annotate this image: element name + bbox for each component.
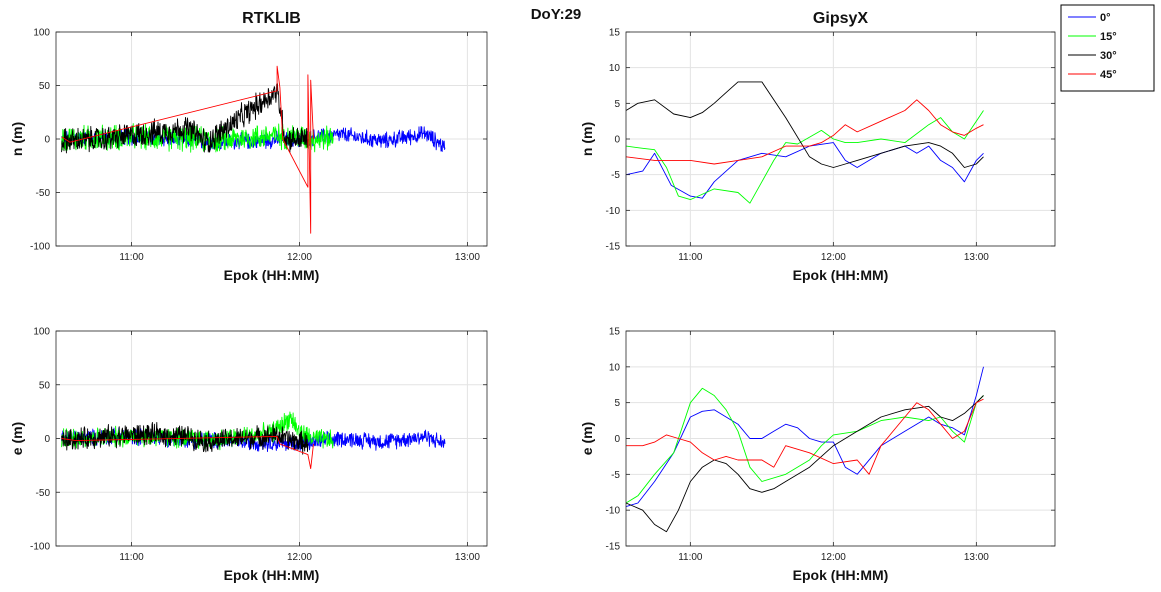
y-axis-label: n (m) bbox=[9, 122, 25, 156]
y-tick-label: 0 bbox=[44, 135, 50, 146]
series-line-rtklib-n-0 bbox=[61, 126, 446, 152]
x-tick-label: 13:00 bbox=[455, 252, 480, 263]
y-tick-label: 15 bbox=[609, 327, 621, 338]
x-tick-label: 13:00 bbox=[964, 552, 989, 563]
series-line-rtklib-n-3 bbox=[61, 65, 314, 234]
x-tick-label: 11:00 bbox=[119, 552, 144, 563]
y-tick-label: -5 bbox=[611, 470, 620, 481]
x-axis-label: Epok (HH:MM) bbox=[793, 267, 889, 283]
series-line-gipsyx-e-2 bbox=[626, 395, 984, 533]
y-axis-label: e (m) bbox=[579, 422, 595, 455]
x-tick-label: 12:00 bbox=[287, 552, 312, 563]
y-tick-label: -50 bbox=[36, 488, 51, 499]
series-line-gipsyx-n-3 bbox=[626, 99, 984, 165]
series-group bbox=[626, 366, 984, 533]
y-tick-label: -10 bbox=[606, 506, 621, 517]
y-tick-label: 10 bbox=[609, 362, 621, 373]
x-tick-label: 13:00 bbox=[964, 252, 989, 263]
y-tick-label: 100 bbox=[33, 28, 50, 39]
series-group bbox=[61, 411, 446, 470]
figure-suptitle: DoY:29 bbox=[531, 6, 582, 23]
y-tick-label: 0 bbox=[614, 135, 620, 146]
y-tick-label: -10 bbox=[606, 206, 621, 217]
plot-title: GipsyX bbox=[813, 10, 868, 27]
x-tick-label: 11:00 bbox=[678, 252, 703, 263]
plot-title: RTKLIB bbox=[242, 10, 301, 27]
x-axis-label: Epok (HH:MM) bbox=[224, 567, 320, 583]
plot-gipsyx-n: 11:00 12:00 13:00 -15 -10 -5 0 5 10 15 GipsyX Epok … bbox=[579, 10, 1056, 283]
series-line-rtklib-n-2 bbox=[61, 83, 309, 154]
y-tick-label: 100 bbox=[33, 327, 50, 338]
series-line-gipsyx-e-3 bbox=[626, 398, 984, 475]
plot-rtklib-e: 11:00 12:00 13:00 -100 -50 0 50 100 Epok (HH:MM)… bbox=[9, 327, 488, 583]
series-line-gipsyx-e-1 bbox=[626, 387, 984, 504]
y-tick-label: -100 bbox=[30, 542, 50, 553]
series-line-gipsyx-n-0 bbox=[626, 142, 984, 199]
y-tick-label: 15 bbox=[609, 28, 621, 39]
x-tick-label: 12:00 bbox=[287, 252, 312, 263]
y-tick-label: 5 bbox=[614, 99, 620, 110]
legend-label: 0° bbox=[1100, 12, 1111, 24]
series-group bbox=[61, 65, 446, 234]
x-tick-label: 13:00 bbox=[455, 552, 480, 563]
series-group bbox=[626, 81, 984, 204]
x-axis-label: Epok (HH:MM) bbox=[793, 567, 889, 583]
x-tick-label: 12:00 bbox=[821, 252, 846, 263]
y-axis-label: n (m) bbox=[579, 122, 595, 156]
legend-box bbox=[1060, 4, 1155, 92]
y-tick-label: -50 bbox=[36, 188, 51, 199]
y-tick-label: 50 bbox=[39, 380, 51, 391]
y-tick-label: 50 bbox=[39, 81, 51, 92]
y-tick-label: 5 bbox=[614, 398, 620, 409]
plot-gipsyx-e: 11:00 12:00 13:00 -15 -10 -5 0 5 10 15 Epok (HH:MM… bbox=[579, 327, 1056, 583]
legend-label: 45° bbox=[1100, 69, 1117, 81]
y-tick-label: -15 bbox=[606, 542, 621, 553]
x-tick-label: 11:00 bbox=[678, 552, 703, 563]
series-line-gipsyx-n-1 bbox=[626, 110, 984, 204]
legend: 0° 15° 30° 45° bbox=[1060, 4, 1155, 92]
x-tick-label: 12:00 bbox=[821, 552, 846, 563]
x-tick-label: 11:00 bbox=[119, 252, 144, 263]
legend-label: 30° bbox=[1100, 50, 1117, 62]
y-tick-label: -5 bbox=[611, 170, 620, 181]
series-line-gipsyx-e-0 bbox=[626, 366, 984, 508]
series-line-rtklib-e-3 bbox=[61, 435, 314, 470]
plot-rtklib-n: 11:00 12:00 13:00 -100 -50 0 50 100 RTKLIB Epok (… bbox=[9, 10, 488, 283]
x-axis-label: Epok (HH:MM) bbox=[224, 267, 320, 283]
y-tick-label: -15 bbox=[606, 242, 621, 253]
y-axis-label: e (m) bbox=[9, 422, 25, 455]
y-tick-label: 0 bbox=[44, 434, 50, 445]
series-line-gipsyx-n-2 bbox=[626, 81, 984, 168]
legend-label: 15° bbox=[1100, 31, 1117, 43]
y-tick-label: -100 bbox=[30, 242, 50, 253]
y-tick-label: 0 bbox=[614, 434, 620, 445]
y-tick-label: 10 bbox=[609, 63, 621, 74]
